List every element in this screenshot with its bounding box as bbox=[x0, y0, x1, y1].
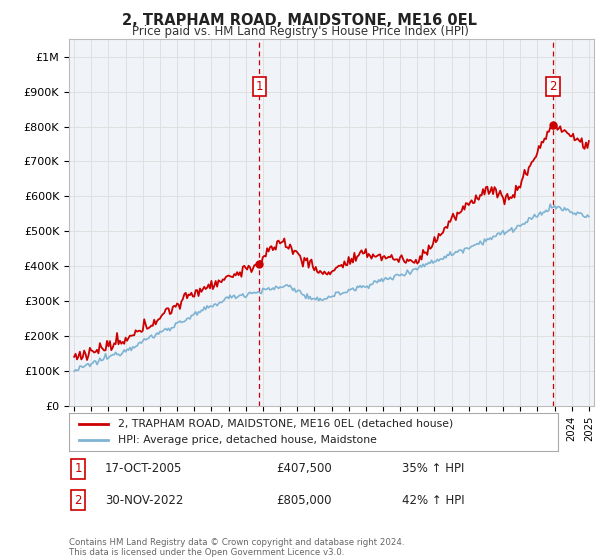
Text: 2: 2 bbox=[74, 493, 82, 507]
Text: Price paid vs. HM Land Registry's House Price Index (HPI): Price paid vs. HM Land Registry's House … bbox=[131, 25, 469, 38]
Text: 1: 1 bbox=[74, 462, 82, 475]
Text: £407,500: £407,500 bbox=[276, 462, 332, 475]
Text: 35% ↑ HPI: 35% ↑ HPI bbox=[402, 462, 464, 475]
Text: 2, TRAPHAM ROAD, MAIDSTONE, ME16 0EL (detached house): 2, TRAPHAM ROAD, MAIDSTONE, ME16 0EL (de… bbox=[118, 419, 453, 429]
Text: 2: 2 bbox=[549, 81, 557, 94]
Text: 30-NOV-2022: 30-NOV-2022 bbox=[105, 493, 184, 507]
Text: 42% ↑ HPI: 42% ↑ HPI bbox=[402, 493, 464, 507]
Text: HPI: Average price, detached house, Maidstone: HPI: Average price, detached house, Maid… bbox=[118, 435, 377, 445]
Text: 17-OCT-2005: 17-OCT-2005 bbox=[105, 462, 182, 475]
Text: Contains HM Land Registry data © Crown copyright and database right 2024.
This d: Contains HM Land Registry data © Crown c… bbox=[69, 538, 404, 557]
Text: 1: 1 bbox=[256, 81, 263, 94]
Text: 2, TRAPHAM ROAD, MAIDSTONE, ME16 0EL: 2, TRAPHAM ROAD, MAIDSTONE, ME16 0EL bbox=[122, 13, 478, 28]
Text: £805,000: £805,000 bbox=[276, 493, 331, 507]
